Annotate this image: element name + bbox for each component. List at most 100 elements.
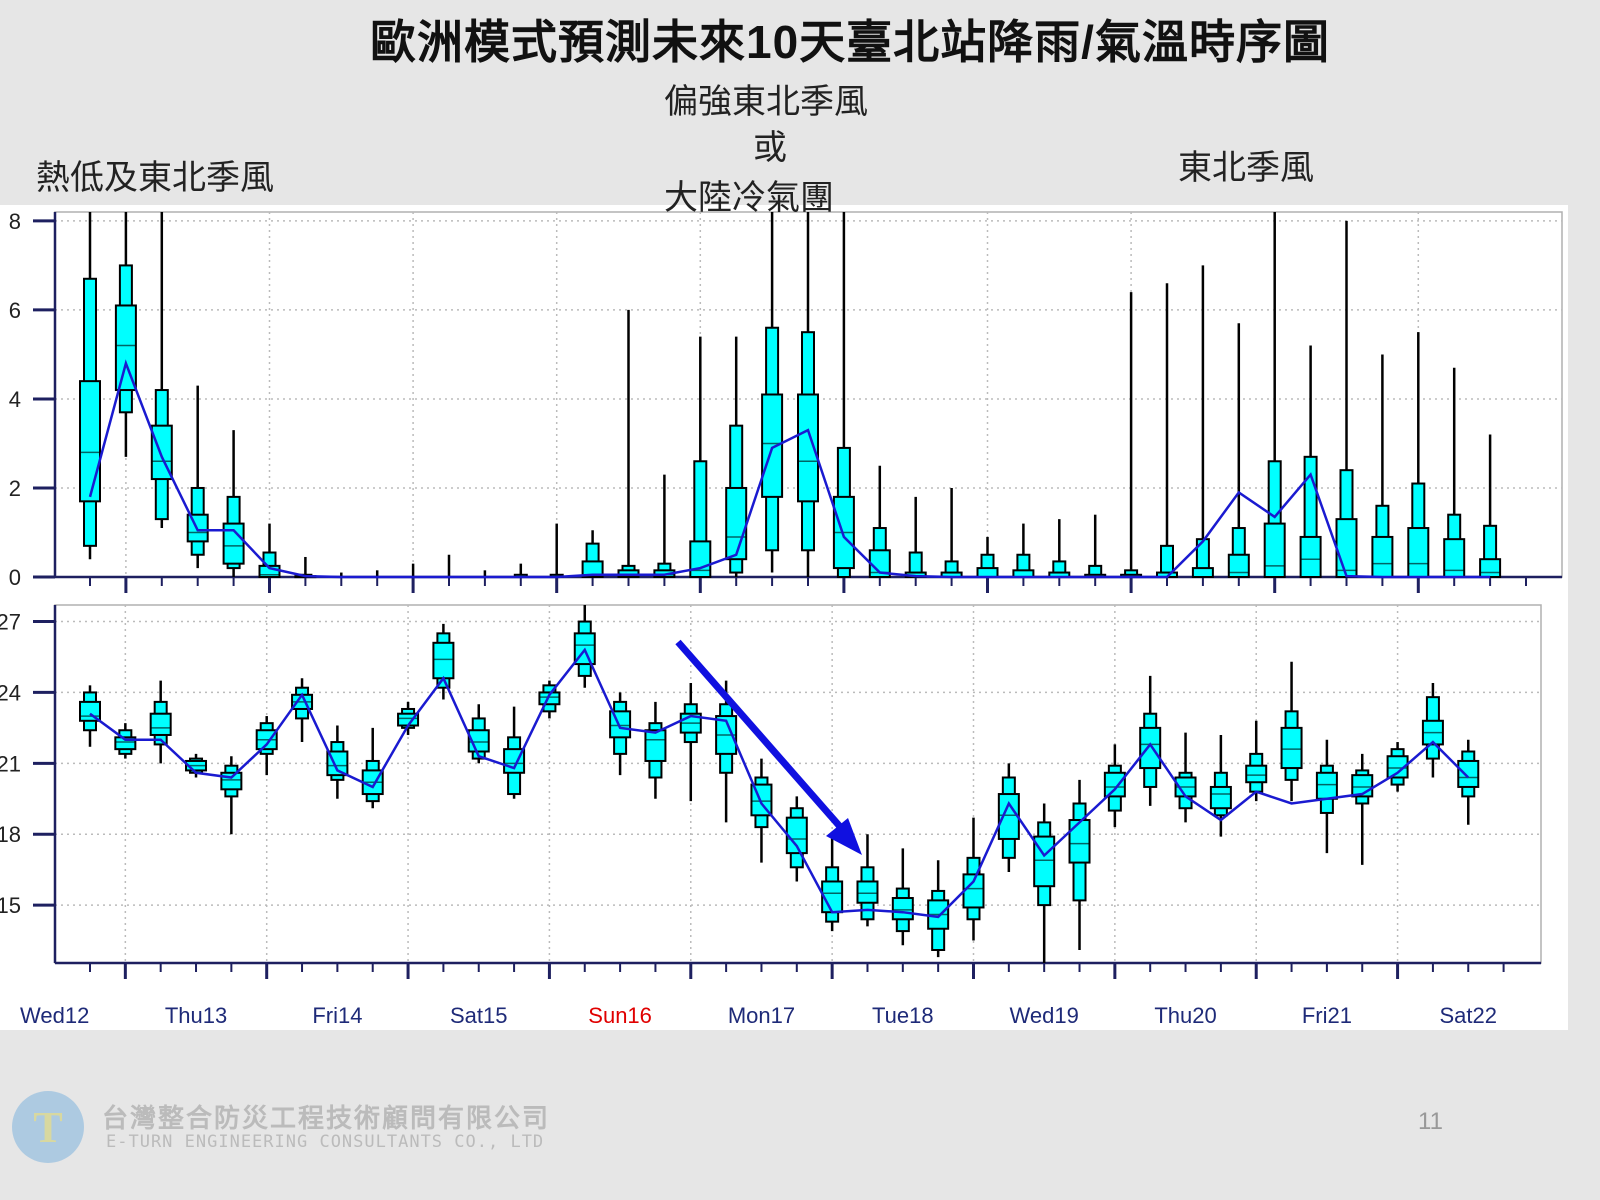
annotation-right: 東北季風: [1178, 149, 1314, 187]
box-29: [1068, 779, 1091, 951]
quartile-box: [538, 691, 561, 706]
y-tick-label: 4: [9, 387, 21, 412]
company-name-en: E-TURN ENGINEERING CONSULTANTS CO., LTD: [106, 1132, 545, 1152]
quartile-box: [1280, 726, 1303, 770]
x-axis-day-labels: Wed12 Thu13 Fri14 Sat15 Sun16 Mon17 Tue18 Wed19…: [20, 1003, 1497, 1028]
y-tick-label: 15: [0, 893, 21, 918]
annotation-left: 熱低及東北季風: [36, 159, 274, 197]
quartile-box: [220, 771, 243, 791]
box-28: [1048, 519, 1071, 578]
quartile-box: [432, 641, 455, 680]
box-24: [891, 848, 914, 946]
quartile-box: [1245, 764, 1268, 784]
box-35: [1299, 345, 1322, 579]
y-tick-label: 6: [9, 298, 21, 323]
box-25: [927, 860, 950, 958]
box-16: [609, 692, 632, 776]
quartile-box: [1068, 819, 1091, 864]
box-1: [79, 212, 101, 560]
arrow-head: [826, 818, 862, 855]
y-tick-label: 24: [0, 680, 21, 705]
box-17: [644, 701, 667, 799]
day-label-mon17: Mon17: [728, 1003, 795, 1028]
quartile-box: [149, 712, 172, 736]
box-2: [114, 212, 137, 457]
arrow-shaft: [675, 639, 853, 841]
quartile-box: [1103, 771, 1126, 798]
quartile-box: [1299, 535, 1322, 578]
quartile-box: [1335, 518, 1358, 579]
box-22: [832, 212, 855, 579]
box-27: [997, 763, 1020, 873]
box-32: [1191, 265, 1214, 578]
cooling-trend-arrow: [675, 639, 862, 855]
temperature-panel: 15 18 21 24 27: [0, 604, 1542, 979]
quartile-box: [114, 304, 137, 392]
quartile-box: [1263, 522, 1286, 579]
quartile-box: [891, 897, 914, 921]
box-3: [149, 680, 172, 764]
y-tick-label: 2: [9, 476, 21, 501]
quartile-box: [1407, 527, 1430, 578]
quartile-box: [761, 393, 784, 498]
quartile-box: [797, 393, 819, 503]
box-21: [797, 212, 819, 577]
precip-panel: 0 2 4 6 8: [9, 209, 1563, 593]
y-tick-label: 0: [9, 565, 21, 590]
svg-text:T: T: [33, 1103, 62, 1152]
quartile-box: [1315, 771, 1338, 800]
annotation-middle-line2: 或: [753, 129, 787, 167]
box-20: [761, 212, 784, 573]
quartile-box: [976, 567, 999, 578]
box-8: [326, 725, 349, 799]
day-label-tue18: Tue18: [872, 1003, 934, 1028]
day-label-thu20: Thu20: [1154, 1003, 1216, 1028]
day-label-sun16: Sun16: [588, 1003, 652, 1028]
quartile-box: [856, 880, 879, 904]
quartile-box: [581, 560, 604, 578]
quartile-box: [1227, 553, 1250, 578]
box-4: [186, 385, 209, 569]
box-38: [1407, 332, 1430, 578]
day-label-wed12: Wed12: [20, 1003, 89, 1028]
mean-line: [89, 647, 1470, 919]
box-40: [1457, 739, 1480, 825]
box-11: [432, 623, 455, 700]
annotation-middle-line3: 大陸冷氣團: [664, 179, 834, 217]
box-5: [222, 430, 245, 577]
mean-line: [88, 359, 1491, 579]
quartile-box: [1191, 567, 1214, 578]
company-name-cn: 台灣整合防災工程技術顧問有限公司: [102, 1103, 551, 1133]
y-tick-label: 8: [9, 209, 21, 234]
quartile-box: [222, 522, 245, 565]
quartile-box: [1386, 755, 1409, 779]
quartile-box: [1371, 535, 1394, 578]
day-label-fri14: Fri14: [312, 1003, 362, 1028]
y-tick-label: 18: [0, 822, 21, 847]
day-label-wed19: Wed19: [1010, 1003, 1079, 1028]
box-33: [1227, 323, 1250, 578]
company-logo: T: [12, 1091, 84, 1163]
y-tick-label: 27: [0, 610, 21, 635]
box-36: [1335, 220, 1358, 579]
day-label-sat15: Sat15: [450, 1003, 508, 1028]
box-39: [1443, 367, 1466, 578]
quartile-box: [1209, 785, 1232, 810]
box-36: [1315, 739, 1338, 854]
box-26: [976, 536, 999, 578]
box-18: [689, 336, 712, 579]
quartile-box: [689, 540, 712, 579]
y-tick-label: 21: [0, 751, 21, 776]
quartile-box: [644, 729, 667, 762]
day-label-sat22: Sat22: [1440, 1003, 1498, 1028]
annotation-middle-line1: 偏強東北季風: [664, 83, 868, 121]
box-23: [868, 465, 891, 578]
day-label-fri21: Fri21: [1302, 1003, 1352, 1028]
box-40: [1479, 434, 1502, 579]
quartile-box: [725, 486, 748, 561]
page-number: 11: [1418, 1108, 1443, 1135]
box-35: [1280, 661, 1303, 802]
slide-title: 歐洲模式預測未來10天臺北站降雨/氣溫時序圖: [370, 16, 1330, 68]
quartile-box: [1479, 558, 1502, 579]
